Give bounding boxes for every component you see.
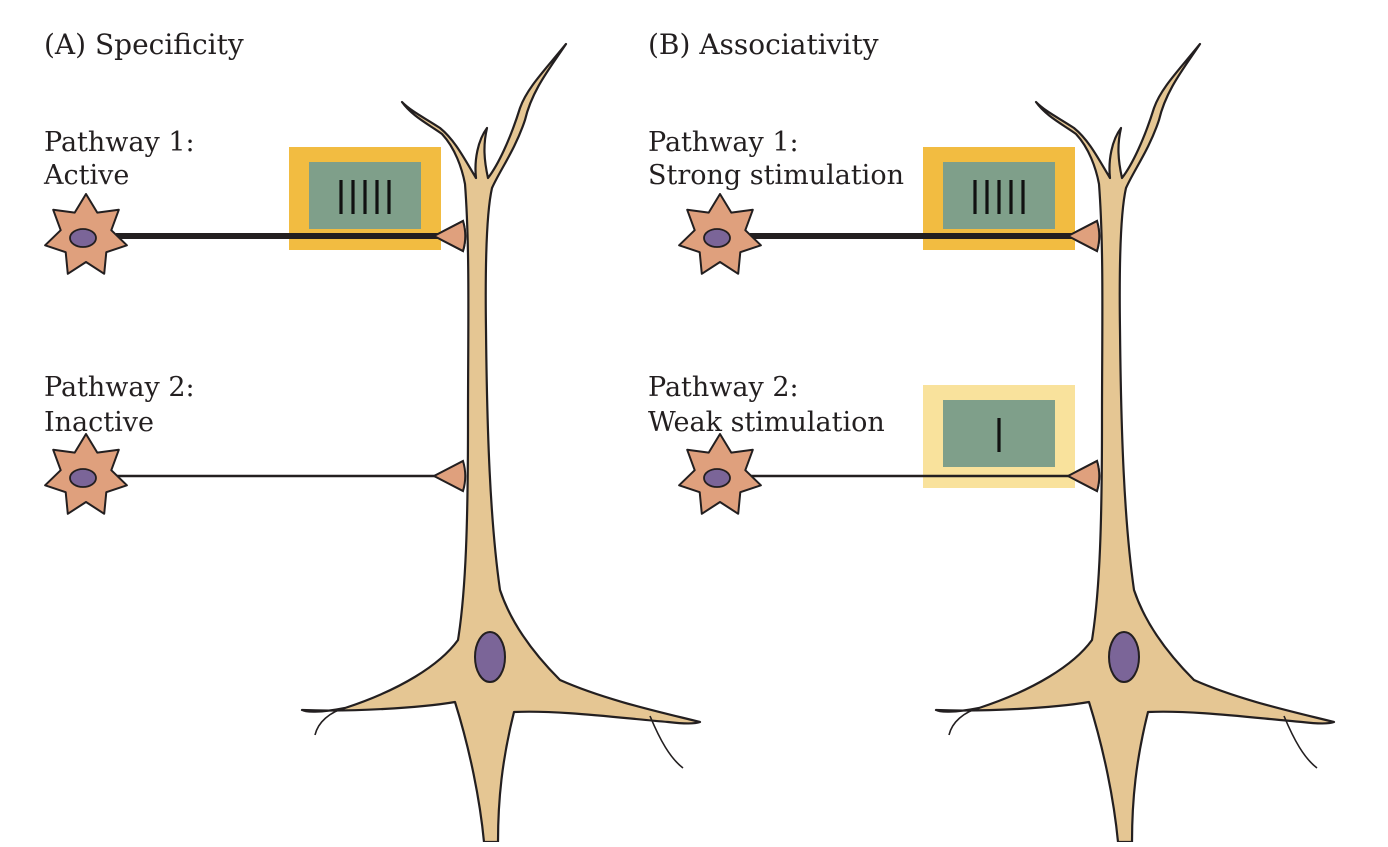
panel-b-postsynaptic-nucleus [1108, 631, 1140, 683]
panel-b-pathway1-state: Strong stimulation [648, 160, 904, 191]
panel-b-pathway2-presynaptic-nucleus [703, 468, 731, 488]
panel-a-postsynaptic-nucleus [474, 631, 506, 683]
panel-b-dendrite-tip-left [948, 707, 980, 736]
panel-b-title: (B) Associativity [648, 28, 879, 61]
panel-b-pathway2-state: Weak stimulation [648, 407, 885, 438]
panel-a-dendrite-tip-left [314, 707, 346, 736]
panel-b-group [678, 42, 1336, 844]
panel-a-pathway1-presynaptic-nucleus [69, 228, 97, 248]
panel-a-pathway1-state: Active [44, 160, 130, 191]
panel-a-pathway2-state: Inactive [44, 407, 154, 438]
panel-b-pathway1-synaptic-terminal-overlay [1065, 219, 1101, 253]
panel-b-dendrite-tip-right [1283, 715, 1318, 769]
panel-a-group [44, 42, 702, 844]
panel-b-pathway2-label: Pathway 2: [648, 372, 799, 403]
panel-a-pathway2-synaptic-terminal [431, 459, 467, 493]
panel-a-title: (A) Specificity [44, 28, 244, 61]
panel-a-pathway2-presynaptic-nucleus [69, 468, 97, 488]
panel-b-pathway1-presynaptic-nucleus [703, 228, 731, 248]
panel-a-dendrite-tip-right [649, 715, 684, 769]
panel-a-pathway1-label: Pathway 1: [44, 127, 195, 158]
panel-a-pathway2-label: Pathway 2: [44, 372, 195, 403]
panel-a-pathway1-synaptic-terminal-overlay [431, 219, 467, 253]
panel-b-pathway2-synaptic-terminal-overlay [1065, 459, 1101, 493]
panel-b-pathway1-label: Pathway 1: [648, 127, 799, 158]
